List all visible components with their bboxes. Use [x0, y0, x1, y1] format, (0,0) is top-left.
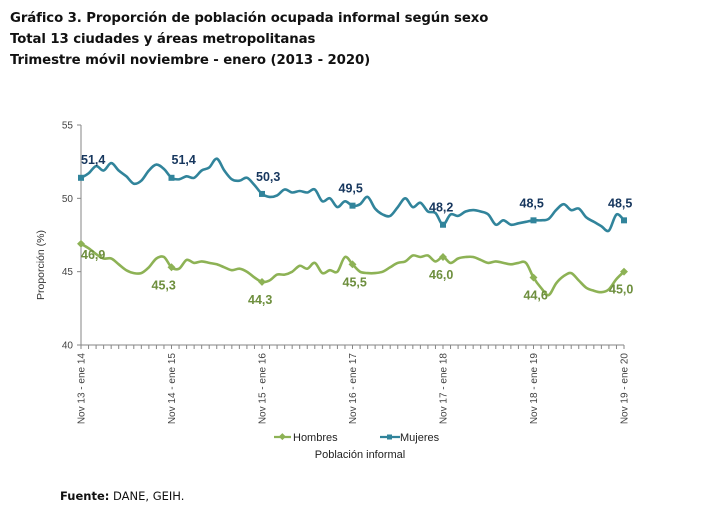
- x-tick-label: Nov 14 - ene 15: [167, 353, 178, 425]
- source-note: Fuente: DANE, GEIH.: [60, 489, 184, 503]
- series-layer: [77, 157, 628, 297]
- y-tick-label: 45: [62, 267, 74, 278]
- x-tick-label: Nov 19 - ene 20: [620, 353, 631, 425]
- x-tick-label: Nov 16 - ene 17: [348, 353, 359, 425]
- series-hombres-marker: [348, 260, 357, 269]
- source-text: DANE, GEIH.: [109, 489, 185, 503]
- series-mujeres-marker: [621, 217, 627, 224]
- chart-subtitle-period: Trimestre móvil noviembre - enero (2013 …: [10, 53, 371, 68]
- series-mujeres-marker: [78, 174, 84, 181]
- data-labels-layer: 46,9 45,3 44,3 45,5 46,0 44,6 45,0 51,4 51,4 50,3…: [81, 153, 633, 307]
- data-label-hombres: 45,5: [343, 275, 367, 289]
- series-mujeres-marker: [440, 221, 446, 228]
- data-label-mujeres: 49,5: [339, 182, 363, 196]
- data-label-hombres: 44,6: [524, 289, 548, 303]
- data-label-mujeres: 48,5: [608, 196, 632, 210]
- x-tick-label: Nov 13 - ene 14: [77, 353, 88, 425]
- data-label-mujeres: 48,5: [520, 196, 544, 210]
- data-label-mujeres: 50,3: [256, 170, 280, 184]
- data-label-hombres: 46,0: [429, 268, 453, 282]
- axes: 40 45 50 55 Proporción (%) Nov 13 - ene 14 Nov…: [35, 121, 631, 425]
- legend-mujeres-label: Mujeres: [400, 432, 440, 444]
- legend-hombres-label: Hombres: [293, 432, 338, 444]
- chart-title: Gráfico 3. Proporción de población ocupa…: [10, 11, 489, 26]
- x-axis-title: Población informal: [315, 449, 406, 461]
- legend: Hombres Mujeres Población informal: [274, 432, 440, 461]
- x-tick-label: Nov 17 - ene 18: [439, 353, 450, 425]
- data-label-hombres: 46,9: [81, 248, 105, 262]
- data-label-hombres: 45,0: [609, 283, 633, 297]
- data-label-hombres: 44,3: [248, 293, 272, 307]
- series-mujeres-marker: [168, 174, 175, 181]
- data-label-mujeres: 51,4: [172, 153, 196, 167]
- y-tick-label: 55: [62, 121, 74, 132]
- series-mujeres-marker: [349, 202, 356, 209]
- legend-mujeres-marker-icon: [387, 434, 392, 440]
- series-hombres-marker: [77, 239, 85, 248]
- data-label-mujeres: 48,2: [429, 201, 453, 215]
- x-tick-label: Nov 15 - ene 16: [258, 353, 269, 425]
- y-tick-label: 50: [62, 194, 74, 205]
- y-tick-label: 40: [62, 341, 74, 352]
- y-axis-title: Proporción (%): [35, 230, 47, 300]
- legend-hombres-marker-icon: [278, 433, 286, 441]
- source-label: Fuente:: [60, 489, 110, 503]
- series-hombres-marker: [258, 277, 266, 286]
- series-mujeres-marker: [530, 217, 537, 224]
- data-label-hombres: 45,3: [152, 278, 176, 292]
- chart-subtitle-coverage: Total 13 ciudades y áreas metropolitanas: [10, 32, 316, 47]
- x-tick-label: Nov 18 - ene 19: [529, 353, 540, 425]
- series-hombres-marker: [167, 263, 176, 272]
- series-mujeres-marker: [259, 190, 265, 197]
- data-label-mujeres: 51,4: [81, 153, 105, 167]
- chart-title-block: Gráfico 3. Proporción de población ocupa…: [10, 8, 488, 71]
